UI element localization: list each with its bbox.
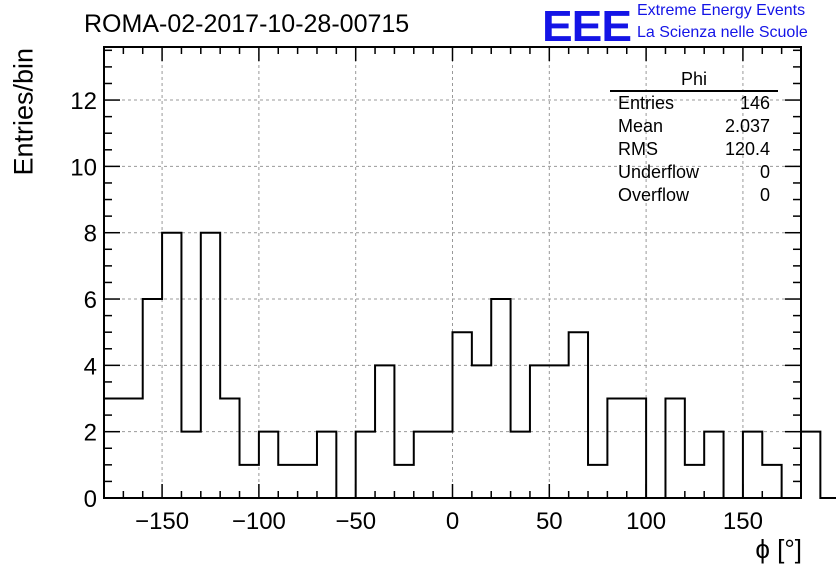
- histogram-bin: [181, 432, 200, 498]
- stats-label: Overflow: [618, 185, 690, 205]
- x-tick-label: −100: [232, 508, 286, 535]
- histogram-bin: [433, 432, 452, 498]
- stats-box: Phi Entries 146 Mean 2.037 RMS 120.4 Und…: [610, 68, 778, 207]
- stats-value: 146: [739, 93, 770, 113]
- stats-row-entries: Entries 146: [610, 92, 778, 115]
- histogram-bin: [704, 432, 723, 498]
- histogram-bin: [123, 399, 142, 498]
- histogram-bin: [607, 399, 626, 498]
- histogram-bin: [665, 399, 684, 498]
- y-tick-label: 6: [84, 287, 97, 314]
- histogram-bin: [278, 465, 297, 498]
- histogram-bin: [762, 465, 781, 498]
- histogram-bin: [259, 432, 278, 498]
- histogram-bin: [356, 432, 375, 498]
- histogram-bin: [143, 299, 162, 498]
- histogram-bin: [317, 432, 336, 498]
- stats-row-mean: Mean 2.037: [610, 115, 778, 138]
- y-tick-label: 2: [84, 420, 97, 447]
- logo-line-1: Extreme Energy Events: [637, 2, 806, 19]
- histogram-bin: [743, 432, 762, 498]
- y-tick-label: 4: [84, 353, 97, 380]
- histogram-bin: [569, 332, 588, 498]
- histogram-bin: [685, 465, 704, 498]
- y-tick-label: 10: [70, 154, 97, 181]
- y-tick-label: 12: [70, 88, 97, 115]
- x-tick-label: −150: [135, 508, 189, 535]
- histogram-bin: [801, 432, 820, 498]
- stats-label: Entries: [618, 93, 675, 113]
- histogram-bin: [453, 332, 472, 498]
- histogram-bin: [511, 432, 530, 498]
- stats-value: 0: [759, 162, 770, 182]
- stats-row-underflow: Underflow 0: [610, 161, 778, 184]
- stats-value: 2.037: [724, 116, 770, 136]
- x-tick-label: 150: [723, 508, 763, 535]
- histogram-bin: [627, 399, 646, 498]
- stats-value: 120.4: [724, 139, 770, 159]
- histogram-bin: [414, 432, 433, 498]
- y-tick-label: 0: [84, 486, 97, 513]
- x-tick-label: 50: [536, 508, 563, 535]
- stats-row-rms: RMS 120.4: [610, 138, 778, 161]
- logo-line-2: La Scienza nelle Scuole: [637, 24, 808, 41]
- histogram-bin: [298, 465, 317, 498]
- histogram-bin: [549, 365, 568, 498]
- y-tick-label: 8: [84, 221, 97, 248]
- x-tick-label: 0: [446, 508, 459, 535]
- histogram-bin: [394, 465, 413, 498]
- histogram-bin: [201, 233, 220, 498]
- histogram-bin: [491, 299, 510, 498]
- histogram-bin: [588, 465, 607, 498]
- stats-label: Mean: [618, 116, 664, 136]
- stats-value: 0: [759, 185, 770, 205]
- x-tick-label: 100: [626, 508, 666, 535]
- histogram-outline: [103, 231, 836, 499]
- stats-label: RMS: [618, 139, 658, 159]
- histogram-series: [103, 231, 836, 499]
- stats-label: Underflow: [618, 162, 700, 182]
- x-tick-label: −50: [335, 508, 376, 535]
- y-axis-label: Entries/bin: [8, 47, 39, 176]
- eee-logo: EEE: [542, 0, 632, 51]
- x-axis-label: ϕ [°]: [755, 534, 802, 564]
- axis-ticks: [103, 47, 802, 499]
- chart-title: ROMA-02-2017-10-28-00715: [84, 10, 410, 38]
- axis-tick-labels: −150 −100 −50 0 50 100 150 0 2 4 6 8 10 12: [70, 88, 763, 535]
- stats-row-overflow: Overflow 0: [610, 184, 778, 207]
- histogram-bin: [240, 465, 259, 498]
- stats-title: Phi: [610, 68, 778, 92]
- histogram-bin: [375, 365, 394, 498]
- histogram-bin: [220, 399, 239, 498]
